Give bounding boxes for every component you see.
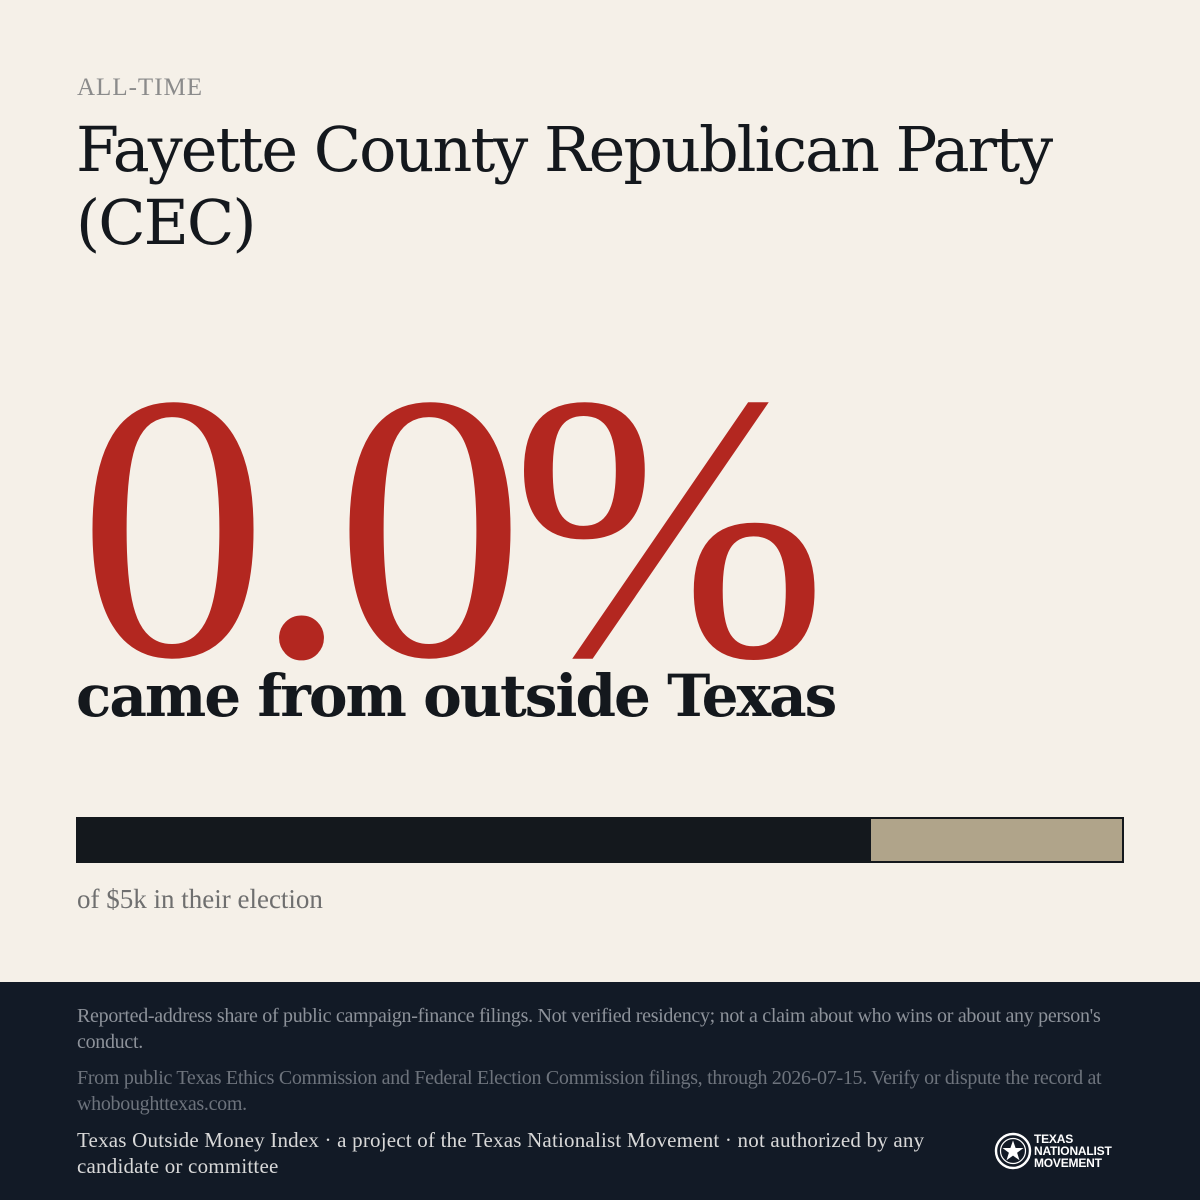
logo-line-3: MOVEMENT (1034, 1156, 1102, 1170)
tnm-logo: TEXAS NATIONALIST MOVEMENT (994, 1132, 1124, 1174)
project-credit: Texas Outside Money Index · a project of… (77, 1128, 925, 1178)
star-seal-icon (994, 1132, 1032, 1170)
total-raised-note: of $5k in their election (77, 884, 323, 914)
committee-name: Fayette County Republican Party (CEC) (76, 113, 1053, 259)
footer: Reported-address share of public campaig… (0, 982, 1200, 1200)
logo-line-2: NATIONALIST (1034, 1144, 1112, 1158)
period-label: ALL-TIME (77, 74, 204, 101)
disclaimer-text: Reported-address share of public campaig… (77, 1005, 1101, 1053)
share-bar-fill (78, 819, 872, 861)
card-main: ALL-TIME Fayette County Republican Party… (76, 74, 1124, 914)
share-bar (76, 817, 1124, 863)
percent-caption: came from outside Texas (76, 662, 837, 730)
logo-line-1: TEXAS (1034, 1132, 1074, 1146)
outside-share-percent: 0.0% (78, 317, 828, 738)
source-text: From public Texas Ethics Commission and … (77, 1067, 1102, 1115)
tnm-wordmark: TEXAS NATIONALIST MOVEMENT (1034, 1133, 1112, 1169)
